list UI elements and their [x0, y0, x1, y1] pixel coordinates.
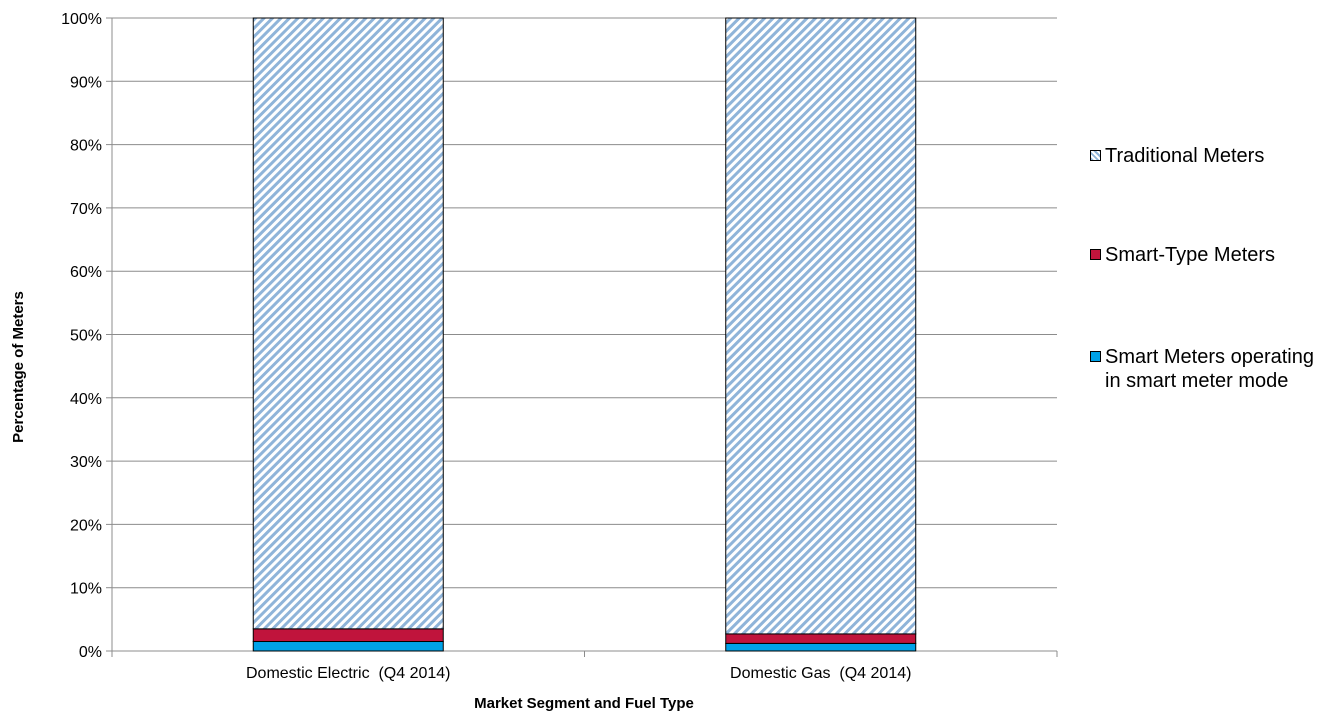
x-category-label: Domestic Electric (Q4 2014) [246, 665, 451, 682]
y-tick-label: 30% [70, 454, 102, 471]
y-axis-title: Percentage of Meters [10, 291, 27, 443]
y-tick-label: 50% [70, 328, 102, 345]
bar-segment [252, 641, 444, 652]
legend-label-smart-mode: Smart Meters operating in smart meter mo… [1105, 346, 1314, 392]
y-tick-label: 60% [70, 264, 102, 281]
legend-item-traditional: Traditional Meters [1090, 144, 1320, 168]
legend: Traditional Meters Smart-Type Meters Sma… [1090, 0, 1325, 718]
x-category-label: Domestic Gas (Q4 2014) [730, 665, 911, 682]
y-tick-label: 0% [79, 644, 102, 661]
x-axis-title: Market Segment and Fuel Type [474, 695, 694, 712]
y-tick-label: 70% [70, 201, 102, 218]
legend-label-traditional: Traditional Meters [1105, 145, 1265, 167]
legend-swatch-smart-mode [1090, 351, 1101, 362]
legend-swatch-traditional [1090, 150, 1101, 161]
bar-segment [725, 633, 917, 644]
bars [252, 17, 917, 652]
y-tick-label: 20% [70, 517, 102, 534]
y-tick-label: 100% [61, 11, 102, 28]
legend-item-smart-type: Smart-Type Meters [1090, 243, 1320, 267]
legend-label-smart-type: Smart-Type Meters [1105, 244, 1276, 266]
bar-segment [252, 628, 444, 643]
bar-segment [725, 642, 917, 652]
bar-segment [252, 17, 444, 630]
bar-segment [725, 17, 917, 635]
y-tick-label: 10% [70, 581, 102, 598]
y-tick-label: 80% [70, 138, 102, 155]
labels: 0% 10% 20% 30% 40% 50% 60% 70% 80% 90% 100% Domesti… [61, 11, 911, 682]
y-tick-label: 40% [70, 391, 102, 408]
legend-item-smart-mode: Smart Meters operating in smart meter mo… [1090, 345, 1320, 393]
y-tick-label: 90% [70, 74, 102, 91]
legend-swatch-smart-type [1090, 249, 1101, 260]
